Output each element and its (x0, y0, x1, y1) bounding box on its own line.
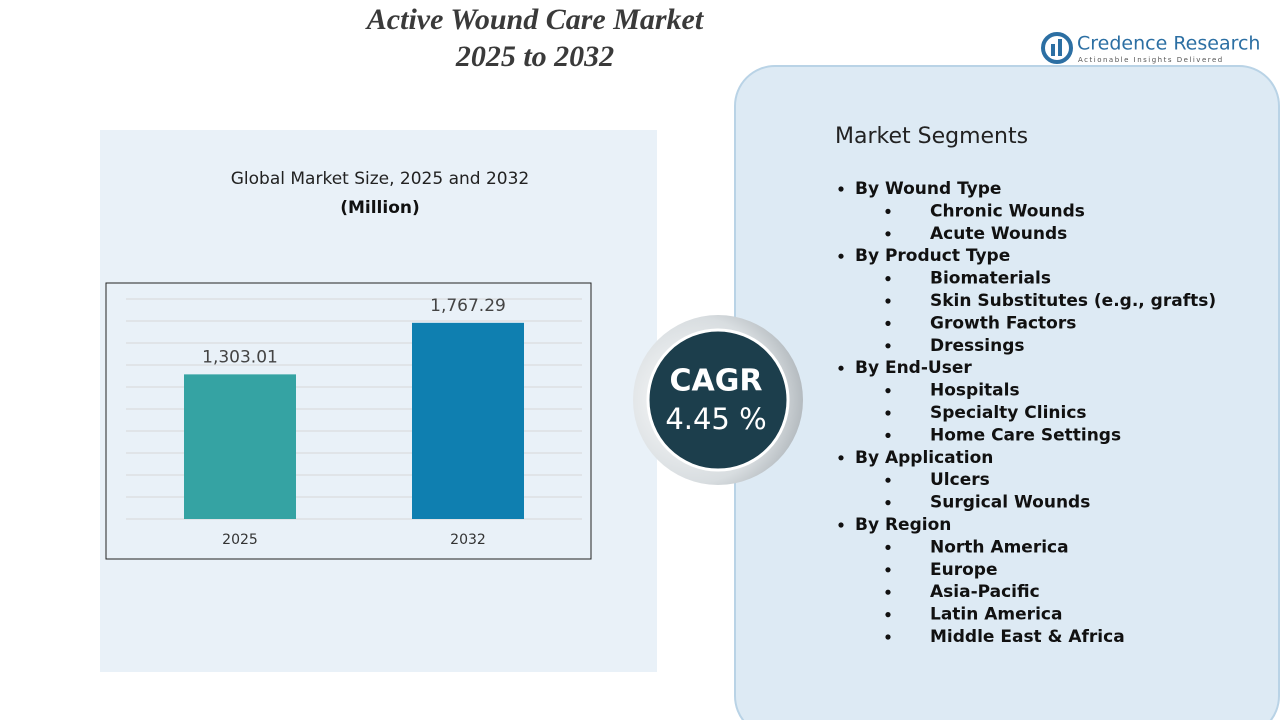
bullet (885, 320, 891, 326)
cagr-value: 4.45 % (665, 402, 766, 436)
segment-group: By Application (855, 448, 993, 468)
logo-tagline: Actionable Insights Delivered (1078, 56, 1224, 64)
x-tick-label: 2025 (222, 532, 258, 548)
segment-group: By Region (855, 515, 951, 535)
bullet (885, 544, 891, 551)
segments-title: Market Segments (835, 124, 1028, 149)
bar (412, 322, 524, 519)
segment-item: Growth Factors (930, 313, 1076, 333)
value-label: 1,767.29 (430, 296, 506, 316)
segment-item: Chronic Wounds (930, 201, 1085, 221)
bullet (885, 589, 891, 595)
cagr-badge (646, 328, 790, 472)
chart-title: Global Market Size, 2025 and 2032 (231, 169, 530, 189)
bullet (885, 231, 891, 237)
bullet (885, 477, 891, 483)
segment-item: North America (930, 537, 1069, 557)
chart-frame (105, 282, 592, 560)
bullet (885, 500, 891, 506)
logo-icon (1058, 39, 1062, 56)
segment-item: Biomaterials (930, 269, 1051, 289)
segment-group: By End-User (855, 358, 972, 378)
segment-item: Surgical Wounds (930, 493, 1090, 513)
chart-subtitle: (Million) (340, 198, 420, 218)
segment-item: Middle East & Africa (930, 627, 1125, 647)
segment-item: Asia-Pacific (930, 582, 1040, 602)
title-line: 2025 to 2032 (455, 40, 614, 73)
segment-item: Latin America (930, 605, 1062, 625)
bullet (885, 276, 891, 282)
segment-item: Ulcers (930, 470, 990, 490)
segment-item: Skin Substitutes (e.g., grafts) (930, 291, 1216, 311)
segment-group: By Product Type (855, 246, 1010, 266)
bar (184, 374, 296, 519)
bullet (885, 612, 891, 618)
bullet (885, 208, 891, 214)
logo-icon (1051, 44, 1055, 56)
bullet (885, 410, 891, 416)
cagr-label: CAGR (670, 364, 763, 399)
bullet (838, 455, 844, 461)
logo-icon (1041, 32, 1073, 64)
segment-group: By Wound Type (855, 179, 1001, 199)
bullet (838, 253, 844, 259)
segment-item: Dressings (930, 336, 1024, 356)
segment-item: Europe (930, 560, 997, 580)
bullet (885, 432, 891, 438)
bullet (885, 298, 891, 304)
bullet (885, 567, 891, 573)
segment-item: Home Care Settings (930, 425, 1121, 445)
bullet (838, 365, 844, 371)
bullet (885, 343, 891, 349)
bullet (838, 186, 844, 192)
bullet (838, 522, 844, 528)
bullet (885, 634, 891, 640)
logo: Credence Research Actionable Insights De… (1041, 32, 1260, 64)
title-line: Active Wound Care Market (365, 3, 705, 36)
bullet (885, 388, 891, 394)
segment-item: Acute Wounds (930, 224, 1067, 244)
logo-name: Credence Research (1077, 33, 1260, 55)
segment-item: Specialty Clinics (930, 403, 1087, 423)
segment-item: Hospitals (930, 381, 1020, 401)
value-label: 1,303.01 (202, 347, 278, 367)
x-tick-label: 2032 (450, 532, 486, 548)
